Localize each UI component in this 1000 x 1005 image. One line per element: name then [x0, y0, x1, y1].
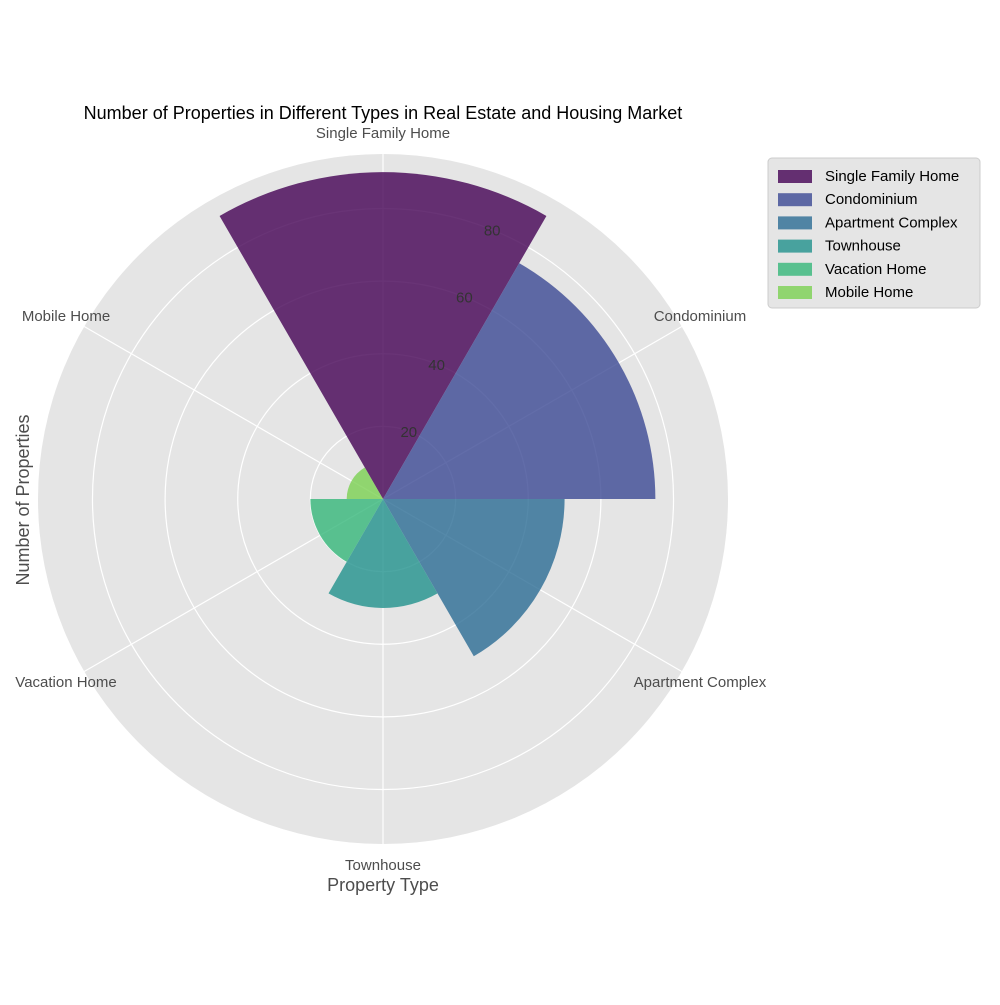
- legend-label: Mobile Home: [825, 284, 913, 301]
- bar-vacation-home: [310, 499, 383, 562]
- radial-tick-labels: 20 40 60 80: [400, 223, 500, 441]
- legend-swatch: [778, 286, 812, 299]
- legend-label: Vacation Home: [825, 261, 926, 278]
- chart-title: Number of Properties in Different Types …: [84, 103, 683, 123]
- x-axis-label: Property Type: [327, 875, 439, 895]
- bar-single-family-home: [219, 172, 547, 500]
- category-label-townhouse: Townhouse: [345, 857, 421, 874]
- legend-label: Single Family Home: [825, 168, 959, 185]
- category-label-mobile-home: Mobile Home: [22, 308, 110, 325]
- category-labels: Single Family Home Condominium Apartment C…: [15, 125, 766, 874]
- grid-spoke: [83, 325, 384, 500]
- legend-frame: [767, 157, 981, 309]
- legend-label: Apartment Complex: [825, 214, 958, 231]
- category-label-apartment-complex: Apartment Complex: [634, 674, 767, 691]
- bar-apartment-complex: [383, 499, 565, 657]
- chart-bars: [219, 172, 656, 657]
- legend-label: Condominium: [825, 191, 918, 208]
- radial-tick-label: 60: [456, 290, 473, 307]
- radial-tick-label: 80: [484, 223, 501, 240]
- legend-swatch: [778, 239, 812, 253]
- radial-tick-label: 40: [428, 357, 445, 374]
- legend-swatch: [778, 193, 812, 207]
- category-label-single-family-home: Single Family Home: [316, 125, 450, 142]
- legend-swatch: [778, 170, 812, 183]
- legend-swatch: [778, 262, 812, 276]
- bar-townhouse: [328, 499, 438, 608]
- bar-mobile-home: [346, 467, 383, 499]
- category-label-vacation-home: Vacation Home: [15, 674, 116, 691]
- legend: Single Family Home Condominium Apartment C…: [767, 157, 981, 309]
- category-label-condominium: Condominium: [654, 308, 747, 325]
- radial-tick-label: 20: [400, 424, 417, 441]
- legend-swatch: [778, 216, 812, 230]
- legend-label: Townhouse: [825, 238, 901, 255]
- bar-condominium: [383, 263, 656, 499]
- y-axis-label: Number of Properties: [13, 414, 33, 585]
